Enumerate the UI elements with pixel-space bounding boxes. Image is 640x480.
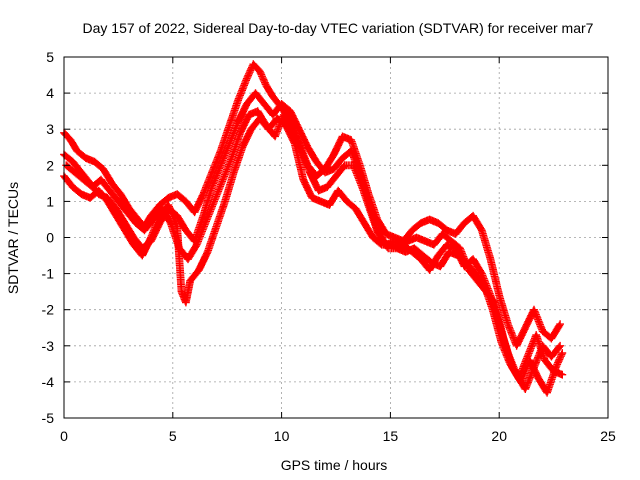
axis-ticks: 0 5 10 15 20 25 -5 -4 -3 -2 -1 0 1 2 3 4 5 (42, 49, 616, 444)
y-tick-label: 4 (46, 85, 54, 101)
y-tick-label: 5 (46, 49, 54, 65)
x-tick-label: 0 (60, 428, 68, 444)
x-tick-label: 5 (169, 428, 177, 444)
x-tick-label: 20 (491, 428, 507, 444)
chart-title: Day 157 of 2022, Sidereal Day-to-day VTE… (83, 20, 594, 36)
x-tick-label: 10 (274, 428, 290, 444)
x-tick-label: 15 (383, 428, 399, 444)
y-tick-label: 0 (46, 230, 54, 246)
x-axis-label: GPS time / hours (281, 457, 388, 473)
y-tick-label: 2 (46, 157, 54, 173)
y-tick-label: -3 (42, 338, 55, 354)
y-tick-label: -1 (42, 266, 55, 282)
y-axis-label: SDTVAR / TECUs (5, 182, 21, 294)
y-tick-label: 1 (46, 193, 54, 209)
y-tick-label: -5 (42, 410, 55, 426)
y-tick-label: 3 (46, 121, 54, 137)
y-tick-label: -4 (42, 374, 55, 390)
y-tick-label: -2 (42, 302, 55, 318)
x-tick-label: 25 (600, 428, 616, 444)
